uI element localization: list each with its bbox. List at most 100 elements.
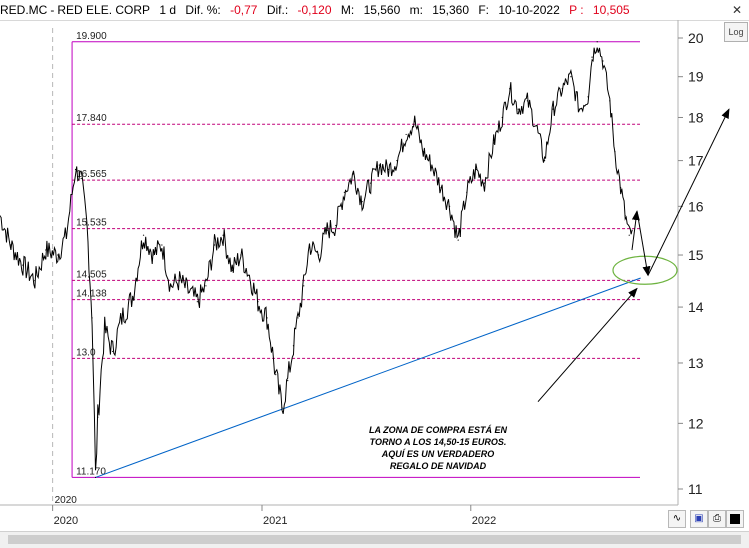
x-tick-label: 2022 xyxy=(472,515,496,527)
x-tick-label: 2020 xyxy=(54,515,78,527)
price-point xyxy=(22,264,24,266)
price-point xyxy=(343,191,345,193)
price-point xyxy=(318,254,320,256)
fib-level-label: 14.138 xyxy=(76,289,107,300)
price-point xyxy=(422,151,424,153)
price-point xyxy=(493,142,495,144)
wave-icon[interactable]: ∿ xyxy=(668,510,686,528)
price-point xyxy=(308,244,311,246)
date-value: 10-10-2022 xyxy=(498,3,560,17)
price-point xyxy=(440,187,442,189)
annotation-line: TORNO A LOS 14,50-15 EUROS. xyxy=(370,437,507,447)
price-point xyxy=(297,317,299,319)
price-point xyxy=(587,96,589,98)
horizontal-scrollbar[interactable] xyxy=(0,531,749,548)
y-tick-label: 13 xyxy=(688,355,704,371)
price-point xyxy=(112,350,114,353)
date-label: F: xyxy=(478,3,490,17)
price-point xyxy=(475,168,477,171)
price-point xyxy=(543,160,546,162)
price-point xyxy=(561,88,563,90)
min-label: m: xyxy=(409,3,423,17)
price-point xyxy=(222,234,224,236)
fib-level-label: 15.535 xyxy=(76,218,107,229)
price-point xyxy=(142,234,145,236)
fib-level-label: 14.505 xyxy=(76,269,107,280)
price-point xyxy=(620,187,622,189)
price-point xyxy=(526,100,529,102)
price-point xyxy=(578,108,581,110)
arrow-to-zone xyxy=(537,287,638,403)
fib-level-label: 11.170 xyxy=(76,466,106,477)
max-label: M: xyxy=(340,3,355,17)
price-point xyxy=(213,244,216,246)
price-point xyxy=(0,215,1,217)
price-point xyxy=(552,108,554,110)
save-icon[interactable]: ▣ xyxy=(690,510,708,528)
price-point xyxy=(257,301,259,303)
price-point xyxy=(370,182,372,184)
price-point xyxy=(248,274,251,277)
y-tick-label: 11 xyxy=(688,481,703,497)
price-point xyxy=(501,116,503,119)
price-point xyxy=(187,290,189,292)
price-point xyxy=(152,254,154,256)
price-point xyxy=(326,229,328,231)
fib-level-label: 13.0 xyxy=(76,347,96,358)
price-chart: 19.900 17.840 16.565 15.535 14.505 14.138 13.0… xyxy=(0,20,730,527)
chart-header: RED.MC - RED ELE. CORP 1 d Dif. %: -0,77 D… xyxy=(0,0,749,21)
color-square-icon[interactable] xyxy=(726,510,744,528)
price-point xyxy=(631,229,633,231)
y-tick-label: 17 xyxy=(688,153,704,169)
y-tick-label: 18 xyxy=(688,109,704,125)
price-point xyxy=(457,239,459,241)
price-point xyxy=(596,41,598,43)
year-marker-label: 2020 xyxy=(55,495,78,506)
log-scale-button[interactable]: Log xyxy=(724,22,748,42)
x-tick-label: 2021 xyxy=(263,515,287,527)
price-point xyxy=(94,476,97,479)
price-point xyxy=(483,182,486,184)
close-icon[interactable]: ✕ xyxy=(731,3,743,17)
price-point xyxy=(275,374,277,376)
y-tick-label: 20 xyxy=(688,30,704,46)
price-point xyxy=(361,201,363,203)
price-point xyxy=(431,164,433,166)
fib-level-label: 16.565 xyxy=(76,169,107,180)
price-point xyxy=(287,379,289,382)
arrow-down xyxy=(636,210,651,277)
scrollbar-thumb[interactable] xyxy=(8,535,741,544)
y-tick-label: 14 xyxy=(688,299,704,315)
price-point xyxy=(97,416,99,418)
price-point xyxy=(161,244,163,246)
price-point xyxy=(240,254,242,256)
price-point xyxy=(609,100,611,102)
price-point xyxy=(231,269,233,271)
price-point xyxy=(266,317,268,319)
price-point xyxy=(570,76,572,78)
min-value: 15,360 xyxy=(432,3,469,17)
price-point xyxy=(405,133,407,136)
print-icon[interactable]: ⎙ xyxy=(708,510,726,528)
price-point xyxy=(57,254,59,256)
y-tick-label: 15 xyxy=(688,247,704,263)
company-name: RED ELE. CORP xyxy=(57,3,151,17)
price-point xyxy=(34,279,36,282)
price-point xyxy=(179,279,181,282)
pct-change-value: -0,77 xyxy=(230,3,258,17)
price-point xyxy=(535,125,537,127)
price-value: 10,505 xyxy=(592,3,630,17)
price-point xyxy=(74,168,77,171)
price-point xyxy=(10,244,12,246)
price-point xyxy=(65,234,67,236)
price-point xyxy=(196,301,198,303)
price-point xyxy=(169,285,172,287)
annotation-line: AQUÍ ES UN VERDADERO xyxy=(381,449,495,459)
price-point xyxy=(378,164,380,166)
price-point xyxy=(509,88,511,90)
price-point xyxy=(281,407,283,409)
price-point xyxy=(624,215,626,217)
symbol-label: RED.MC xyxy=(0,3,48,17)
price-point xyxy=(517,108,519,110)
y-tick-label: 19 xyxy=(688,69,704,85)
